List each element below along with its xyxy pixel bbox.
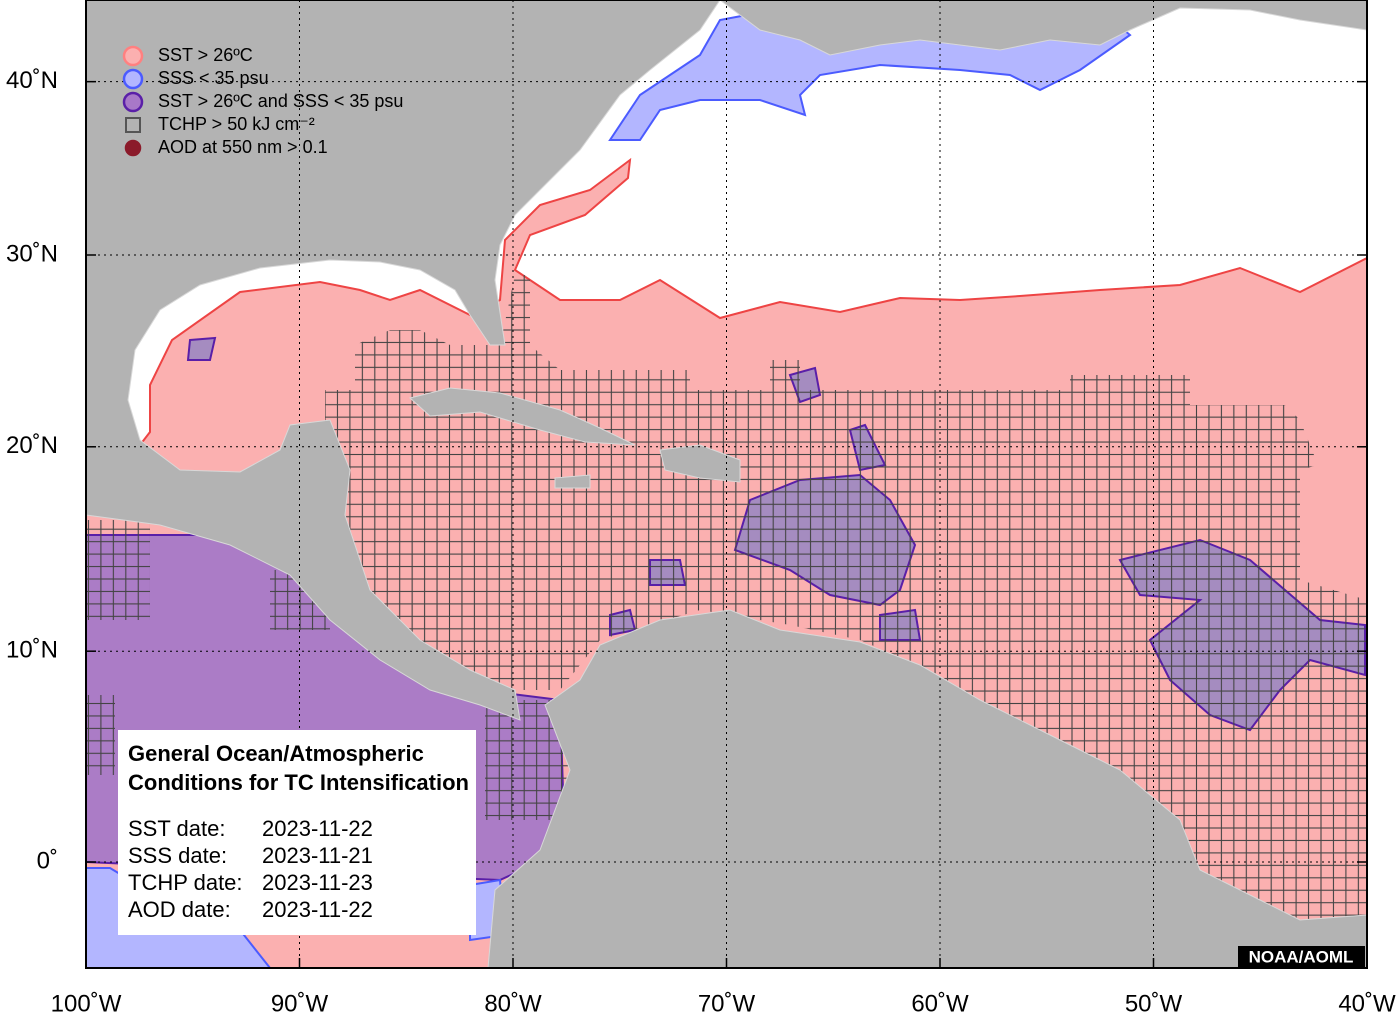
x-tick-label: 80˚W	[484, 990, 542, 1017]
y-tick-label: 30˚N	[6, 240, 58, 267]
legend-label: SSS < 35 psu	[158, 68, 269, 88]
date-label: SSS date:	[128, 843, 227, 868]
legend-swatch	[122, 91, 144, 113]
info-box: General Ocean/Atmospheric Conditions for …	[118, 730, 476, 935]
land	[86, 0, 1367, 968]
info-title: Conditions for TC Intensification	[128, 770, 469, 795]
x-tick-label: 40˚W	[1338, 990, 1396, 1017]
legend-label: SST > 26ºC	[158, 45, 253, 65]
x-tick-label: 100˚W	[51, 990, 122, 1017]
x-tick-label: 90˚W	[271, 990, 329, 1017]
date-value: 2023-11-21	[262, 843, 373, 868]
y-tick-label: 10˚N	[6, 637, 58, 664]
y-tick-label: 40˚N	[6, 67, 58, 94]
legend: SST > 26ºC SSS < 35 psu SST > 26ºC and SSS…	[122, 45, 403, 157]
legend-swatch	[122, 45, 144, 67]
date-label: TCHP date:	[128, 870, 243, 895]
legend-label: TCHP > 50 kJ cm⁻²	[158, 114, 315, 134]
date-value: 2023-11-23	[262, 870, 373, 895]
axes: 100˚W 90˚W 80˚W 70˚W 60˚W 50˚W 40˚W 0˚ 10˚N 20˚N 3…	[6, 0, 1396, 1017]
legend-label: AOD at 550 nm > 0.1	[158, 137, 328, 157]
date-label: AOD date:	[128, 897, 231, 922]
date-label: SST date:	[128, 816, 225, 841]
date-value: 2023-11-22	[262, 816, 373, 841]
x-tick-label: 60˚W	[911, 990, 969, 1017]
info-box-background	[118, 730, 476, 935]
legend-swatch	[124, 139, 142, 157]
legend-label: SST > 26ºC and SSS < 35 psu	[158, 91, 403, 111]
y-tick-label: 0˚	[37, 847, 58, 874]
y-tick-label: 20˚N	[6, 432, 58, 459]
info-title: General Ocean/Atmospheric	[128, 741, 424, 766]
x-tick-label: 50˚W	[1125, 990, 1183, 1017]
date-value: 2023-11-22	[262, 897, 373, 922]
legend-swatch	[125, 117, 141, 133]
map-frame	[85, 0, 1368, 969]
credit: NOAA/AOML	[1249, 947, 1354, 966]
credit-background	[1238, 946, 1365, 968]
legend-swatch	[122, 68, 144, 90]
x-tick-label: 70˚W	[698, 990, 756, 1017]
